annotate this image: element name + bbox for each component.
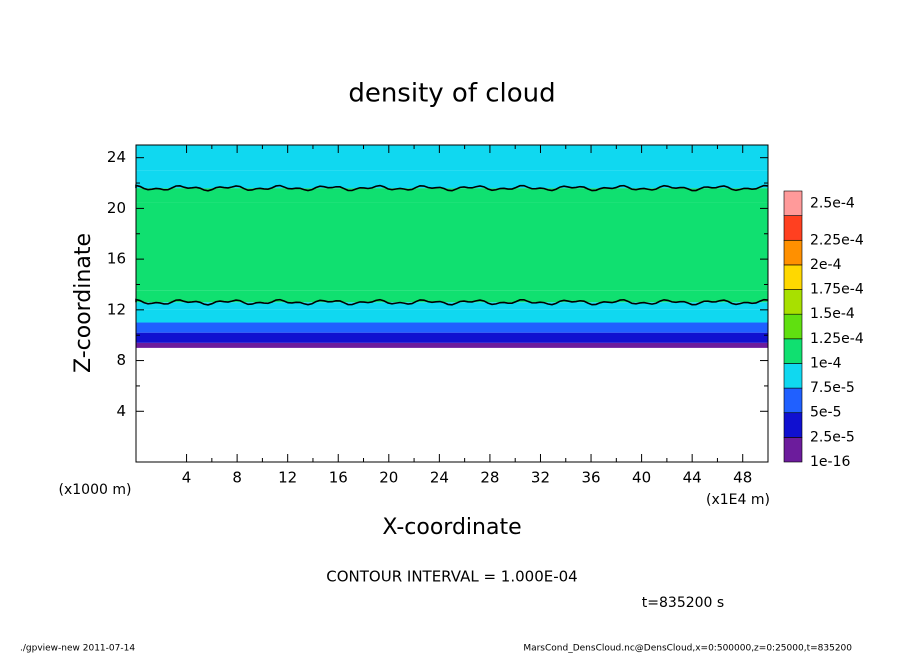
x-unit: (x1E4 m) (706, 492, 770, 508)
colorbar-box (783, 239, 803, 266)
field-band (136, 332, 768, 343)
colorbar-label: 2.5e-4 (810, 195, 855, 211)
x-tick-label: 32 (531, 469, 550, 487)
x-tick-label: 16 (329, 469, 348, 487)
footer-right: MarsCond_DensCloud.nc@DensCloud,x=0:5000… (523, 644, 852, 654)
y-tick-label: 24 (107, 148, 126, 166)
x-tick-label: 12 (278, 469, 297, 487)
colorbar-label: 2.25e-4 (810, 232, 864, 248)
colorbar-box (783, 313, 803, 340)
y-tick-label: 8 (116, 351, 126, 369)
x-axis-label: X-coordinate (382, 515, 521, 540)
chart-title: density of cloud (348, 79, 555, 109)
field-band (136, 322, 768, 333)
x-tick-label: 44 (683, 469, 702, 487)
field-band (136, 145, 768, 171)
colorbar-label: 1e-4 (810, 355, 842, 371)
colorbar-label: 5e-5 (810, 405, 841, 421)
y-unit: (x1000 m) (59, 482, 132, 498)
field-band (136, 290, 768, 303)
x-tick-label: 24 (430, 469, 449, 487)
y-tick-label: 20 (107, 199, 126, 217)
contour-line (135, 184, 769, 192)
colorbar-box (783, 363, 803, 389)
footer-left: ./gpview-new 2011-07-14 (20, 644, 135, 654)
x-tick-label: 20 (379, 469, 398, 487)
colorbar-label: 2.5e-5 (810, 429, 855, 445)
x-tick-label: 28 (480, 469, 499, 487)
colorbar-box (783, 387, 803, 414)
colorbar-box (783, 412, 803, 438)
colorbar-label: 2e-4 (810, 257, 842, 273)
x-tick-label: 40 (632, 469, 651, 487)
field-band (136, 170, 768, 189)
field-band (136, 302, 768, 310)
colorbar-label: 1e-16 (810, 454, 850, 470)
y-tick-label: 12 (107, 300, 126, 318)
x-tick-label: 36 (581, 469, 600, 487)
field-band (136, 188, 768, 203)
x-tick-label: 4 (182, 469, 192, 487)
field-band (136, 342, 768, 348)
contour-note: CONTOUR INTERVAL = 1.000E-04 (326, 568, 577, 586)
field-band (136, 202, 768, 291)
plot-frame (135, 144, 769, 463)
y-tick-label: 16 (107, 250, 126, 268)
colorbar-box (783, 215, 803, 241)
colorbar-label: 1.25e-4 (810, 331, 864, 347)
x-tick-label: 48 (733, 469, 752, 487)
colorbar-box (783, 289, 803, 315)
colorbar-box (783, 264, 803, 290)
field-band (136, 309, 768, 323)
contour-line (135, 298, 769, 306)
colorbar-box (783, 338, 803, 364)
time-note: t=835200 s (642, 595, 724, 611)
y-tick-label: 4 (116, 402, 126, 420)
colorbar-box (783, 190, 803, 216)
colorbar-label: 1.5e-4 (810, 306, 855, 322)
colorbar-box (783, 437, 803, 463)
y-axis-label: Z-coordinate (71, 233, 96, 373)
colorbar-label: 7.5e-5 (810, 380, 855, 396)
colorbar-label: 1.75e-4 (810, 282, 864, 298)
x-tick-label: 8 (232, 469, 242, 487)
